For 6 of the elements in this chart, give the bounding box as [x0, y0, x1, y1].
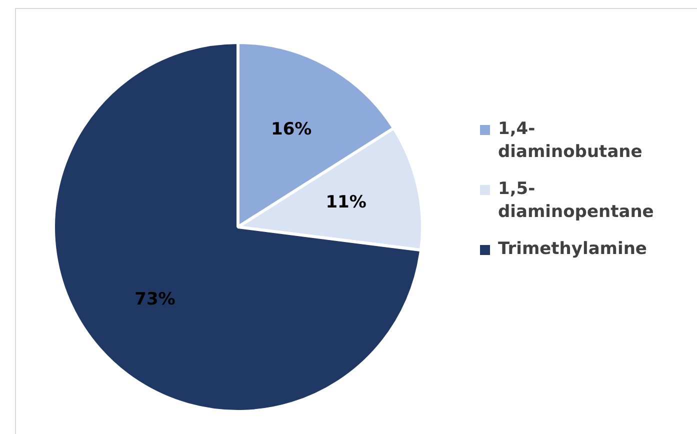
- legend-label: 1,4-diaminobutane: [498, 118, 644, 164]
- data-label: 16%: [270, 119, 312, 140]
- data-label: 11%: [326, 192, 366, 212]
- legend-label: 1,5-diaminopentane: [498, 178, 655, 224]
- legend-label: Trimethylamine: [498, 238, 648, 261]
- data-label: 73%: [134, 290, 176, 310]
